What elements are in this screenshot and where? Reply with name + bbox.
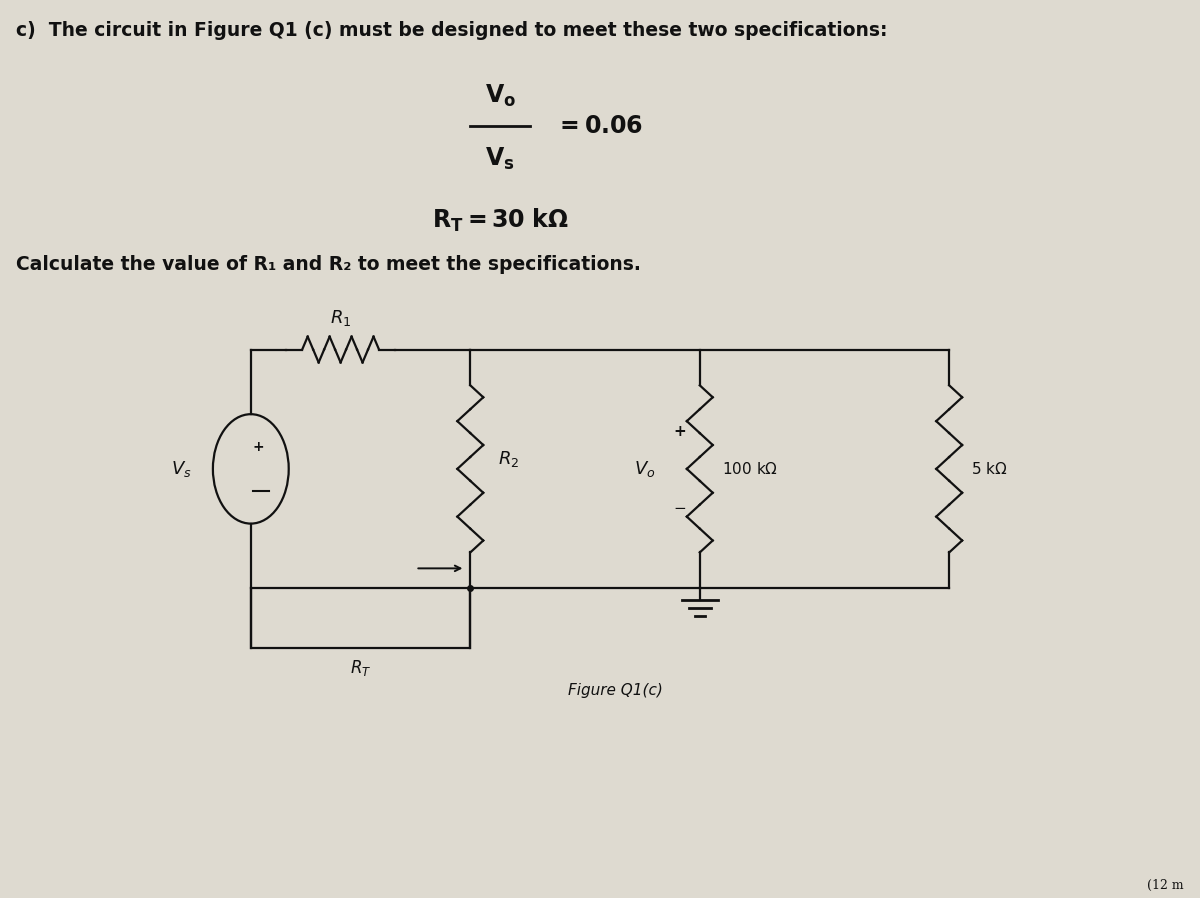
Text: $R_T$: $R_T$ xyxy=(350,658,371,678)
Text: Calculate the value of R₁ and R₂ to meet the specifications.: Calculate the value of R₁ and R₂ to meet… xyxy=(17,255,641,274)
Text: $R_1$: $R_1$ xyxy=(330,308,352,328)
Text: $\mathbf{= 0.06}$: $\mathbf{= 0.06}$ xyxy=(556,114,643,137)
Text: $100\ \mathrm{k}\Omega$: $100\ \mathrm{k}\Omega$ xyxy=(721,461,778,477)
Text: $-$: $-$ xyxy=(673,499,686,515)
Text: $\mathbf{V_s}$: $\mathbf{V_s}$ xyxy=(486,145,515,172)
Text: +: + xyxy=(253,440,265,454)
Text: $V_s$: $V_s$ xyxy=(170,459,191,479)
Text: +: + xyxy=(673,424,686,438)
Text: c)  The circuit in Figure Q1 (c) must be designed to meet these two specificatio: c) The circuit in Figure Q1 (c) must be … xyxy=(17,22,888,40)
Text: $R_2$: $R_2$ xyxy=(498,449,520,469)
Text: $\mathbf{V_o}$: $\mathbf{V_o}$ xyxy=(485,83,516,109)
Text: (12 m: (12 m xyxy=(1147,878,1183,892)
Text: $5\ \mathrm{k}\Omega$: $5\ \mathrm{k}\Omega$ xyxy=(971,461,1008,477)
Text: Figure Q1(c): Figure Q1(c) xyxy=(568,682,662,698)
Text: $V_o$: $V_o$ xyxy=(634,459,655,479)
Text: $\mathbf{R_T = 30\ k\Omega}$: $\mathbf{R_T = 30\ k\Omega}$ xyxy=(432,207,569,233)
